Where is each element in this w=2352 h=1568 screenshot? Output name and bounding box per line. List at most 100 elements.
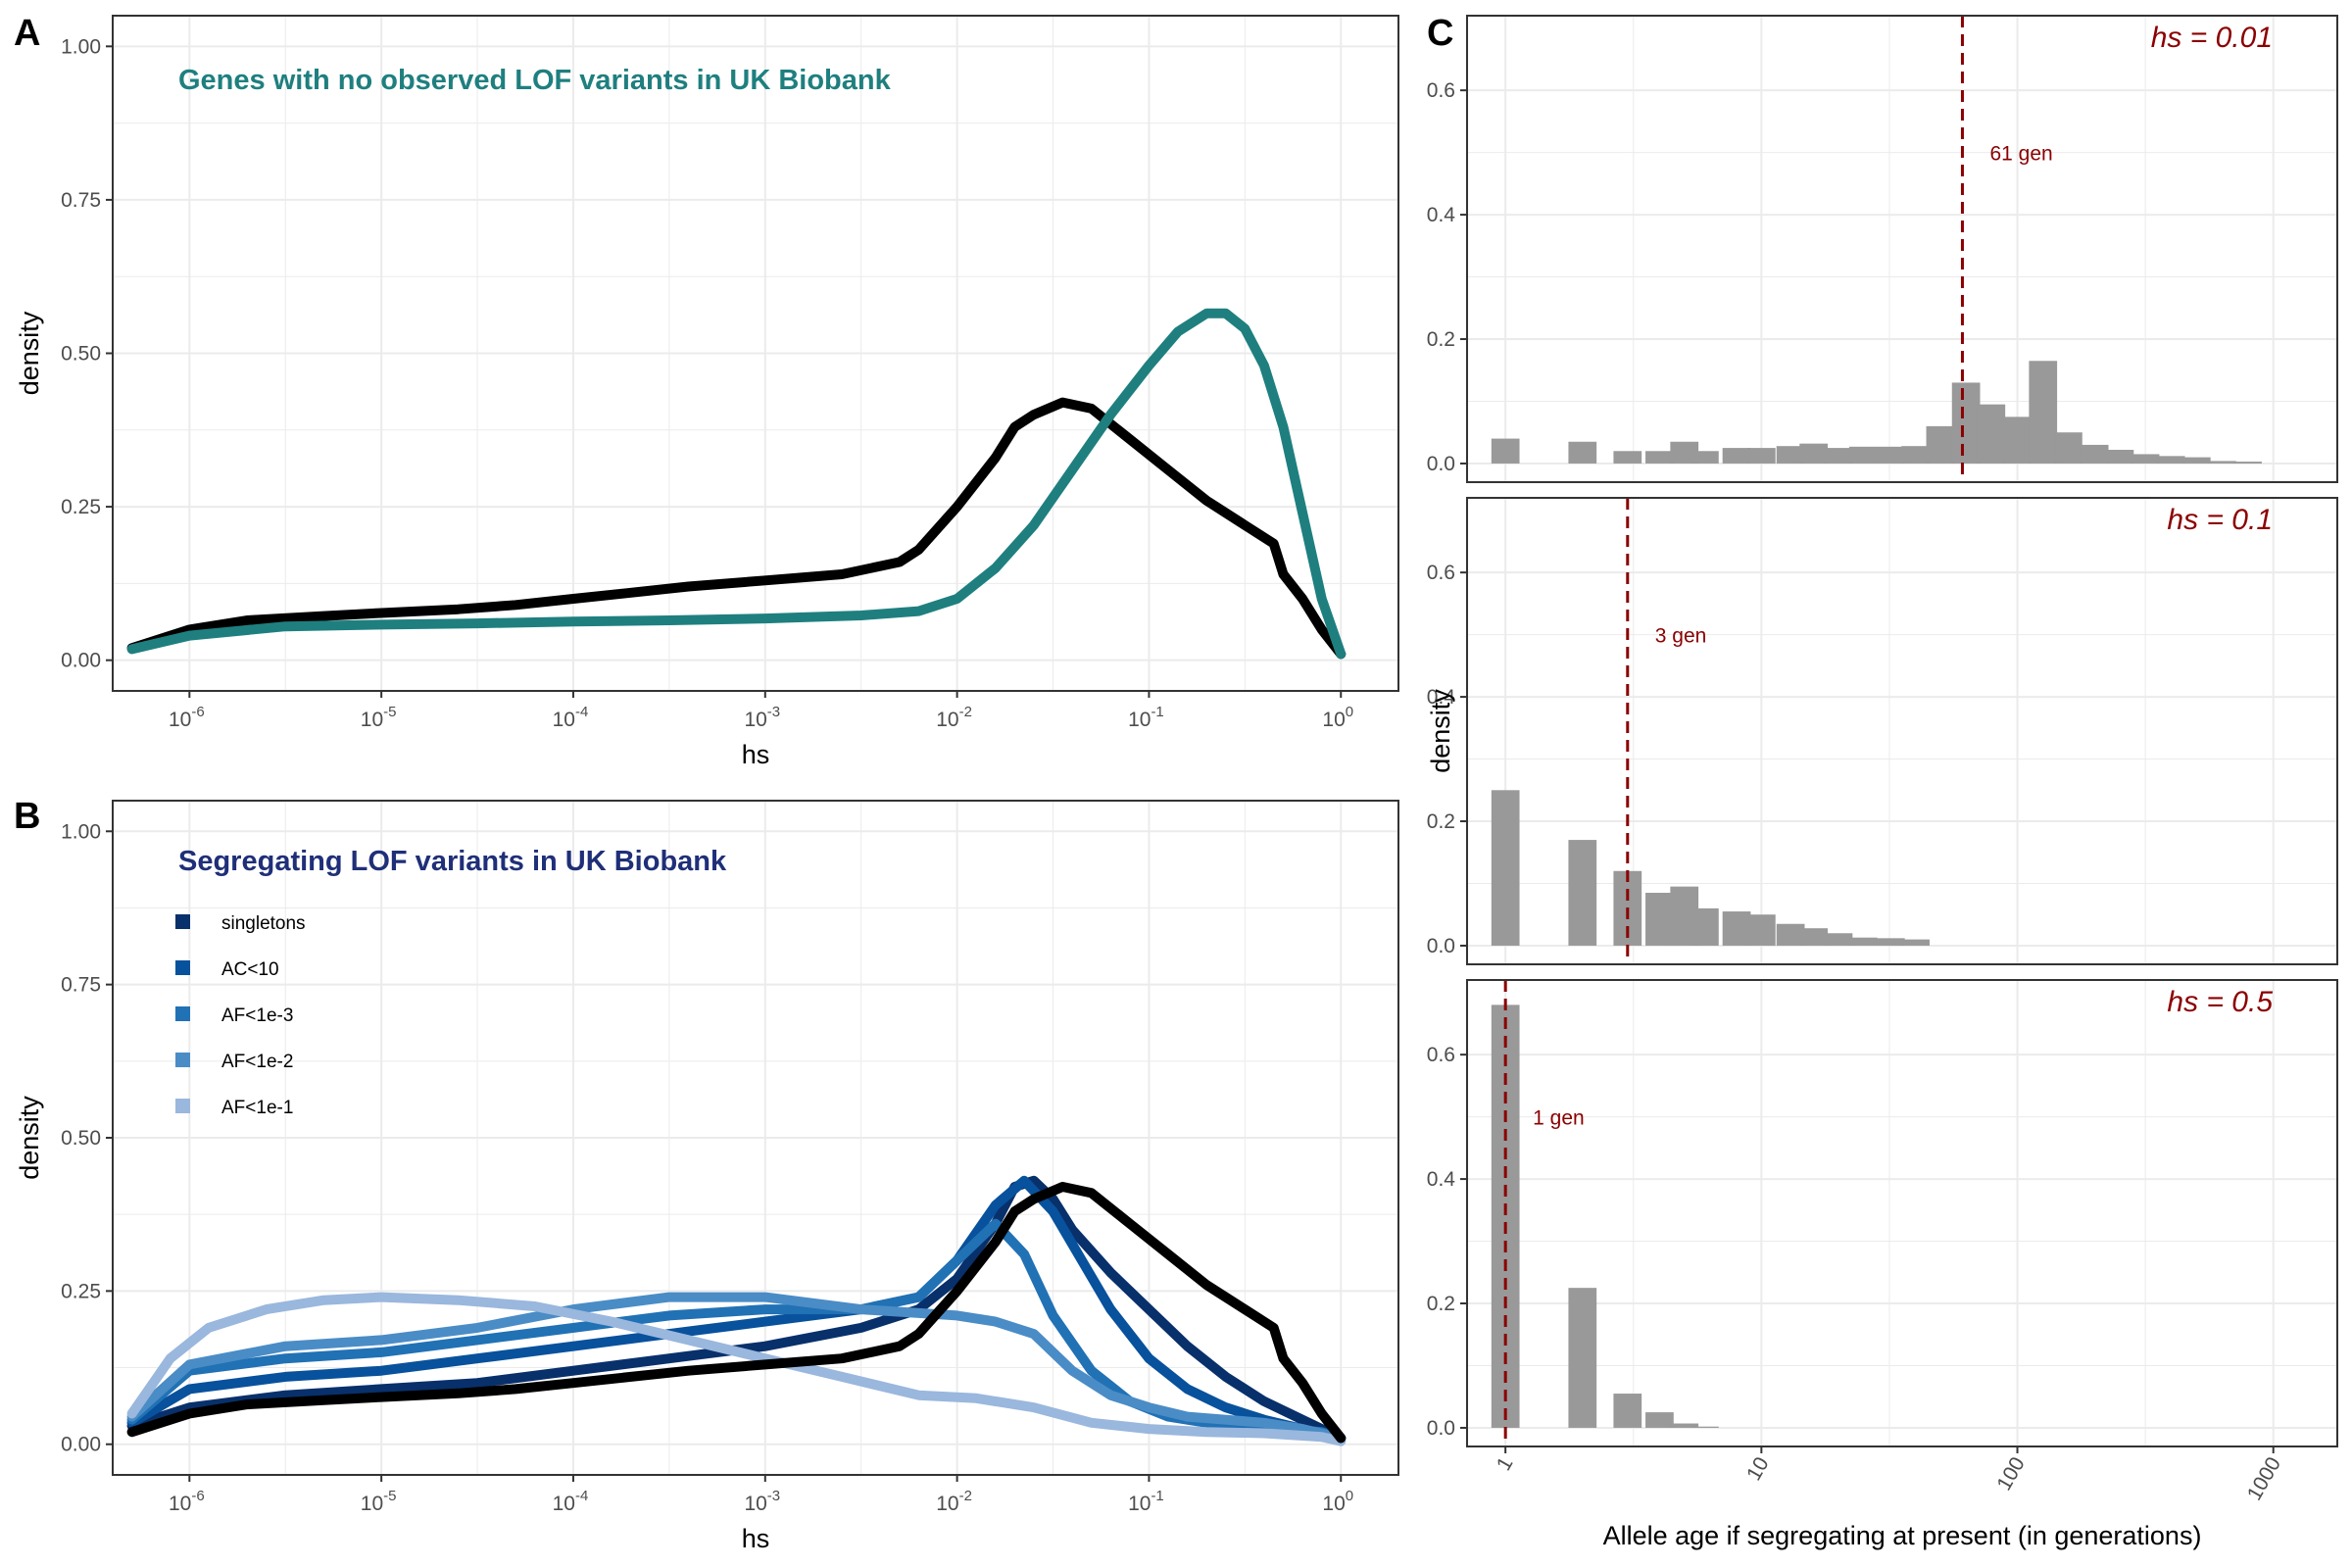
- panel-c-facet-1-y-tick-label: 0.4: [1427, 204, 1456, 226]
- panel-b-y-axis-title: density: [15, 1096, 44, 1180]
- panel-c-facet-2-histogram-bar: [1491, 790, 1520, 946]
- panel-c-facet-3-y-tick-label: 0.2: [1427, 1293, 1455, 1315]
- panel-c-facet-1-histogram-bar: [1848, 446, 1878, 464]
- panel-a-annotation: Genes with no observed LOF variants in U…: [178, 65, 892, 96]
- panel-c-facet-1-histogram-bar: [1977, 404, 2006, 464]
- panel-c-facet-2-vline-label: 3 gen: [1655, 625, 1707, 648]
- panel-c-facet-3-vline-label: 1 gen: [1533, 1107, 1585, 1130]
- legend-label: AF<1e-1: [221, 1098, 293, 1118]
- panel-c-facet-1-histogram-bar: [1926, 425, 1955, 464]
- panel-a-y-tick-label: 0.50: [61, 343, 101, 366]
- panel-b-x-tick-label: 10-5: [361, 1488, 397, 1515]
- panel-c-facet-3-histogram-bar: [1645, 1412, 1674, 1428]
- panel-a-y-tick-label: 1.00: [61, 35, 101, 58]
- panel-b-y-tick-label: 0.25: [61, 1280, 101, 1302]
- panel-c-facet-2-y-tick-label: 0.2: [1427, 810, 1455, 833]
- panel-c-facet-1-histogram-bar: [1799, 443, 1829, 464]
- panel-c-facet-2-histogram-bar: [1645, 893, 1674, 946]
- panel-c-facet-2-histogram-bar: [1848, 937, 1878, 946]
- panel-c-facet-3-histogram-bar: [1613, 1394, 1642, 1428]
- panel-c-facet-2-y-tick-label: 0.4: [1427, 686, 1456, 709]
- panel-c-facet-1-histogram-bar: [2080, 444, 2109, 464]
- panel-c-facet-2-histogram-bar: [1722, 911, 1751, 946]
- panel-a-letter: A: [14, 13, 40, 54]
- panel-c-facet-3-border: [1466, 979, 2338, 1447]
- panel-c-facet-2-histogram-bar: [1901, 939, 1930, 946]
- panel-a-x-tick-label: 10-1: [1128, 704, 1164, 731]
- panel-c-facet-1-histogram-bar: [1901, 446, 1930, 464]
- panel-b-y-tick-label: 1.00: [61, 820, 101, 843]
- panel-b-x-tick-label: 10-1: [1128, 1488, 1164, 1515]
- legend-key-ac-10: [175, 960, 190, 975]
- panel-c-facet-2-background: [1467, 498, 2337, 964]
- panel-a-x-tick-label: 10-6: [169, 704, 205, 731]
- panel-c-facet-2-y-tick-label: 0.0: [1427, 935, 1455, 957]
- panel-c-facet-1-label: hs = 0.01: [2151, 22, 2273, 54]
- panel-c-facet-1-histogram-bar: [2131, 454, 2160, 464]
- panel-b-series-af-1e-1: [126, 1292, 1347, 1446]
- panel-c-facet-1-histogram-bar: [2156, 456, 2185, 464]
- panel-c-facet-1-vline-label: 61 gen: [1989, 143, 2052, 166]
- legend-label: AC<10: [221, 959, 279, 980]
- panel-c-x-tick-label: 100: [1992, 1453, 2029, 1494]
- panel-c-letter: C: [1427, 13, 1453, 54]
- panel-c-x-axis-title: Allele age if segregating at present (in…: [1603, 1521, 2202, 1550]
- panel-a-x-tick-label: 100: [1322, 704, 1353, 731]
- panel-c-facet-2-histogram-bar: [1776, 923, 1805, 946]
- panel-b-x-tick-label: 10-6: [169, 1488, 205, 1515]
- panel-b-border: [112, 800, 1399, 1476]
- panel-c-facet-3-histogram-bar: [1491, 1004, 1520, 1428]
- panel-c-facet-3-y-tick-label: 0.0: [1427, 1417, 1455, 1440]
- panel-c-facet-1-histogram-bar: [2181, 457, 2211, 464]
- panel-a-x-axis-title: hs: [742, 740, 770, 769]
- legend-key-af-1e-3: [175, 1006, 190, 1021]
- panel-c-facet-2-histogram-bar: [1876, 938, 1905, 946]
- legend-key-singletons: [175, 914, 190, 929]
- panel-c-facet-1-histogram-bar: [1746, 448, 1776, 464]
- panel-b-letter: B: [14, 796, 40, 837]
- panel-a-y-tick-label: 0.00: [61, 650, 101, 672]
- panel-a-x-tick-label: 10-3: [744, 704, 780, 731]
- panel-c-facet-1-background: [1467, 16, 2337, 482]
- panel-c-facet-3-background: [1467, 980, 2337, 1446]
- panel-a-y-tick-label: 0.75: [61, 189, 101, 212]
- legend-label: AF<1e-3: [221, 1005, 293, 1026]
- panel-a-x-tick-label: 10-5: [361, 704, 397, 731]
- panel-c-facet-2-label: hs = 0.1: [2167, 504, 2273, 536]
- panel-c-facet-2-border: [1466, 497, 2338, 965]
- panel-c-facet-1-y-tick-label: 0.6: [1427, 79, 1455, 102]
- panel-a-x-tick-label: 10-4: [553, 704, 589, 731]
- legend-label: singletons: [221, 913, 306, 934]
- panel-a-series-all-genes: [126, 397, 1347, 660]
- panel-b-annotation: Segregating LOF variants in UK Biobank: [178, 846, 727, 877]
- panel-c-facet-1-histogram-bar: [1951, 382, 1981, 464]
- panel-c-x-tick-label: 1: [1493, 1453, 1518, 1475]
- panel-c-facet-1-histogram-bar: [1613, 451, 1642, 464]
- panel-b-x-axis-title: hs: [742, 1524, 770, 1553]
- panel-b-x-tick-label: 10-4: [553, 1488, 589, 1515]
- panel-a-y-tick-label: 0.25: [61, 496, 101, 518]
- panel-c-facet-1-histogram-bar: [1876, 446, 1905, 464]
- panel-b-series-all-genes: [126, 1182, 1347, 1444]
- panel-c-facet-1-histogram-bar: [1776, 446, 1805, 464]
- panel-a-series-line-1: [126, 308, 1347, 660]
- panel-c-facet-2-histogram-bar: [1799, 928, 1829, 946]
- panel-a-border: [112, 15, 1399, 692]
- panel-b-x-tick-label: 10-2: [936, 1488, 972, 1515]
- panel-a-y-axis-title: density: [15, 311, 44, 395]
- panel-c-facet-1-border: [1466, 15, 2338, 483]
- panel-c-facet-1-histogram-bar: [2003, 416, 2032, 464]
- panel-c-facet-3-histogram-bar: [1670, 1423, 1699, 1428]
- panel-c-facet-3-histogram-bar: [1568, 1288, 1597, 1428]
- panel-b-series-af-1e-2: [126, 1292, 1347, 1444]
- panel-b-x-tick-label: 100: [1322, 1488, 1353, 1515]
- panel-c-facet-1-histogram-bar: [1824, 448, 1853, 464]
- panel-c-y-axis-title: density: [1426, 689, 1455, 773]
- panel-c-facet-2-histogram-bar: [1824, 933, 1853, 946]
- panel-c-x-tick-label: 1000: [2243, 1453, 2285, 1504]
- panel-c-facet-3-label: hs = 0.5: [2167, 986, 2273, 1018]
- panel-c-facet-1-histogram-bar: [2233, 462, 2262, 464]
- panel-c-facet-1-histogram-bar: [1491, 438, 1520, 464]
- panel-c-facet-1-histogram-bar: [2208, 461, 2236, 464]
